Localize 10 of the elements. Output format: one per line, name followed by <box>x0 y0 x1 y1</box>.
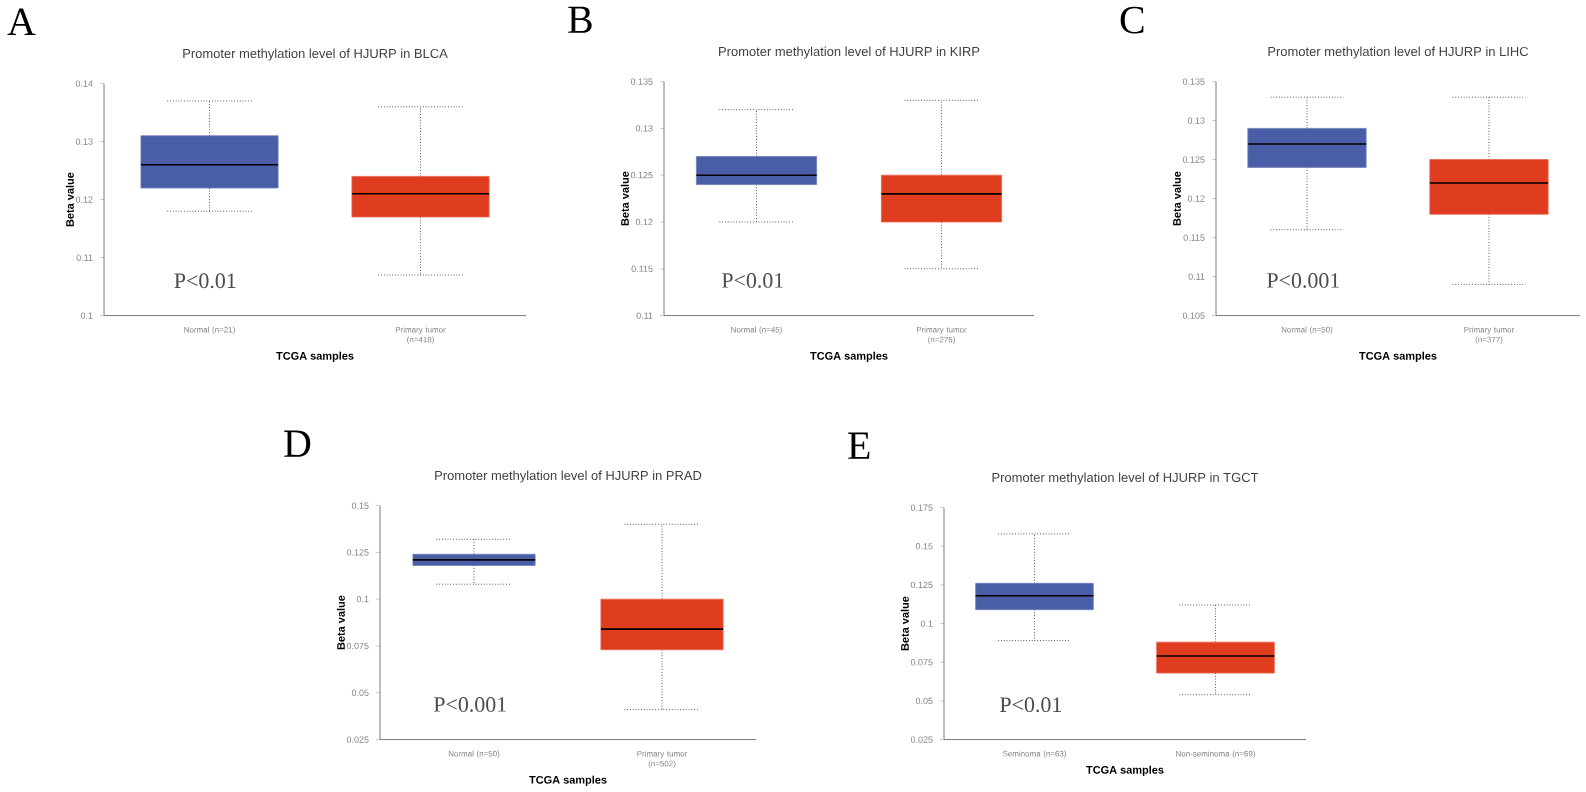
text: E <box>848 432 870 459</box>
text: D <box>284 430 311 457</box>
annotation: P<0.001 <box>433 696 506 712</box>
annotation: P<0.01 <box>174 273 236 288</box>
annotation: P<0.001 <box>1267 272 1339 288</box>
text: A <box>7 8 36 35</box>
annotation: P<0.01 <box>721 272 783 288</box>
text: C <box>1120 6 1144 34</box>
annotation: P<0.01 <box>1000 697 1061 712</box>
text: B <box>568 6 592 33</box>
